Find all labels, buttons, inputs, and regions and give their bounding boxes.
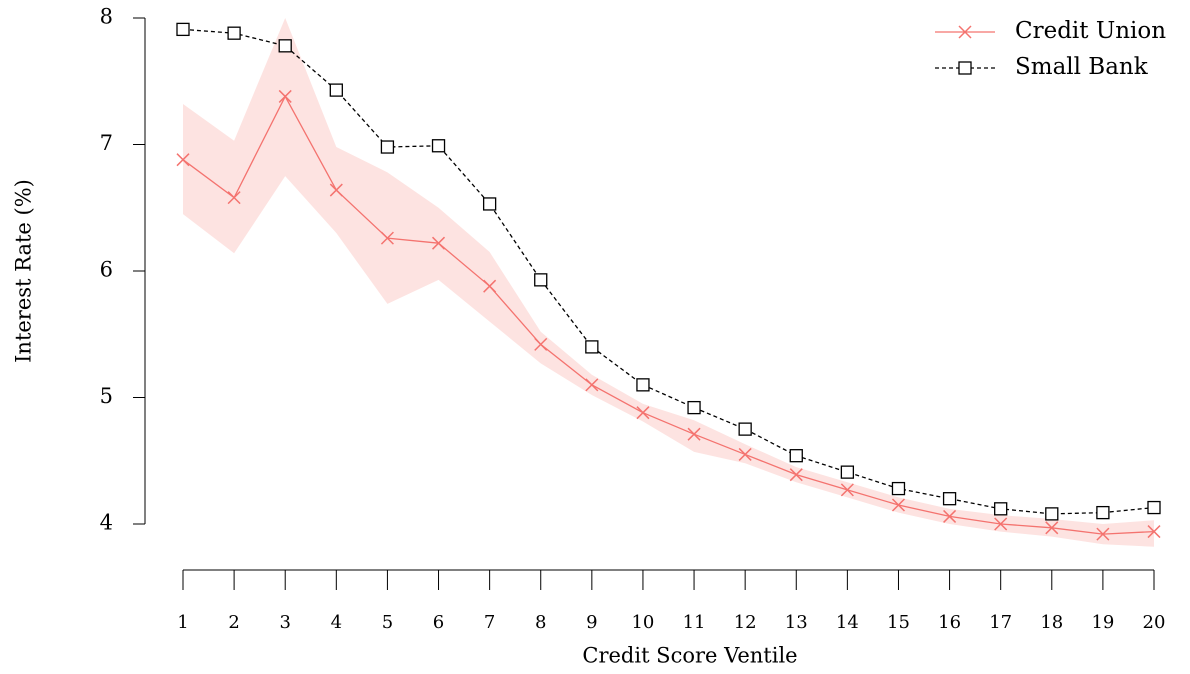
data-point (687, 427, 701, 441)
data-point (534, 337, 548, 351)
data-point (483, 279, 497, 293)
x-tick-label: 16 (938, 612, 961, 633)
data-point (431, 139, 446, 153)
data-point (942, 492, 957, 506)
data-point (840, 483, 854, 497)
data-point (994, 502, 1008, 516)
x-tick-label: 15 (887, 612, 910, 633)
x-tick-label: 19 (1091, 612, 1114, 633)
legend-label: Credit Union (1015, 18, 1166, 44)
y-tick-label: 7 (100, 131, 113, 155)
series-line (182, 95, 1155, 535)
x-tick-label: 9 (586, 612, 597, 633)
data-point (891, 481, 906, 496)
data-point (1045, 521, 1059, 535)
data-point (1147, 525, 1161, 539)
x-axis-label: Credit Score Ventile (582, 644, 797, 668)
x-tick-label: 2 (228, 612, 239, 633)
data-point (738, 447, 752, 461)
data-point (943, 509, 957, 523)
series-line (182, 28, 1155, 515)
y-axis-label: Interest Rate (%) (12, 179, 36, 363)
data-point (431, 236, 446, 250)
x-tick-label: 20 (1143, 612, 1166, 633)
x-tick-label: 13 (785, 612, 808, 633)
legend-marker (958, 25, 972, 39)
data-point (278, 39, 292, 53)
y-tick-label: 6 (100, 258, 113, 282)
y-tick-label: 5 (100, 384, 113, 408)
data-point (482, 197, 497, 211)
x-tick-label: 1 (177, 612, 188, 633)
x-tick-label: 14 (836, 612, 859, 633)
data-point (1147, 500, 1161, 515)
x-tick-label: 11 (683, 612, 706, 633)
confidence-band (183, 18, 1154, 547)
data-point (891, 498, 906, 512)
legend-label: Small Bank (1015, 54, 1149, 80)
data-point (636, 378, 650, 392)
data-point (687, 400, 701, 415)
data-point (227, 191, 241, 205)
data-point (176, 22, 190, 37)
x-tick-label: 7 (484, 612, 495, 633)
y-tick-label: 8 (100, 5, 113, 29)
data-point (840, 465, 855, 479)
data-point (1096, 505, 1110, 520)
x-tick-label: 5 (382, 612, 393, 633)
data-point (789, 449, 803, 463)
data-point (789, 468, 803, 482)
x-tick-label: 17 (989, 612, 1012, 633)
data-point (176, 153, 190, 167)
data-point (278, 89, 292, 103)
data-point (585, 378, 599, 392)
x-tick-label: 4 (331, 612, 342, 633)
data-point (380, 140, 395, 154)
x-tick-label: 12 (734, 612, 757, 633)
x-tick-label: 6 (433, 612, 444, 633)
data-point (738, 422, 752, 436)
data-point (994, 517, 1008, 531)
data-point (1096, 527, 1110, 541)
data-point (329, 83, 343, 97)
data-point (227, 26, 241, 40)
x-tick-label: 8 (535, 612, 546, 633)
y-tick-label: 4 (100, 511, 113, 535)
data-point (329, 183, 343, 197)
data-point (380, 231, 394, 245)
x-tick-label: 3 (279, 612, 290, 633)
data-point (636, 406, 650, 420)
data-point (1045, 507, 1059, 521)
x-tick-label: 10 (631, 612, 654, 633)
data-point (534, 273, 548, 287)
x-tick-label: 18 (1040, 612, 1063, 633)
legend-marker (958, 61, 972, 75)
data-point (585, 340, 599, 354)
